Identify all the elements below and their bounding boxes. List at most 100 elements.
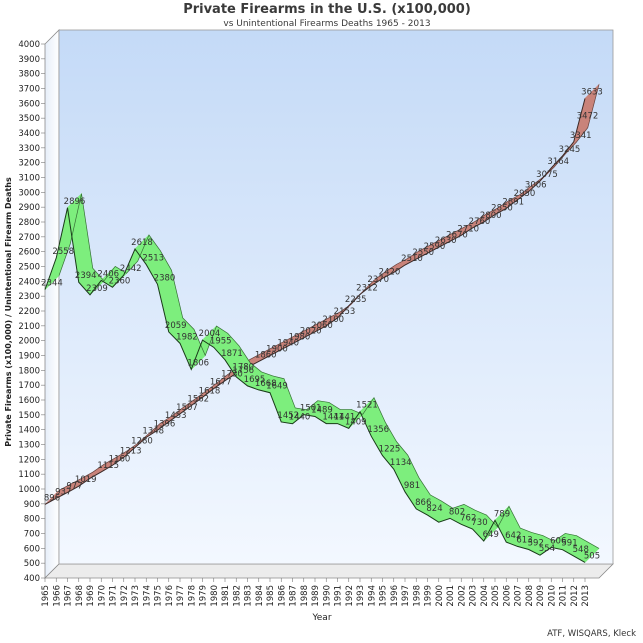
deaths-data-label: 2344 (41, 279, 63, 289)
firearms-data-label: 2235 (345, 295, 367, 305)
deaths-data-label: 591 (561, 539, 577, 549)
deaths-data-label: 730 (471, 518, 487, 528)
x-axis-label: Year (311, 613, 331, 623)
deaths-data-label: 1955 (210, 336, 232, 346)
deaths-data-label: 981 (404, 481, 420, 491)
x-tick-label: 1971 (109, 585, 119, 607)
firearms-data-label: 1618 (199, 386, 221, 396)
deaths-line-back (58, 193, 600, 549)
y-tick-label: 3600 (18, 99, 40, 109)
firearms-data-label: 1213 (120, 446, 142, 456)
firearms-data-label: 2510 (401, 254, 423, 264)
y-tick-label: 3000 (18, 188, 40, 198)
deaths-data-label: 2380 (154, 273, 176, 283)
x-tick-label: 1999 (424, 585, 434, 607)
firearms-data-label: 1019 (75, 475, 97, 485)
firearms-data-label: 1396 (154, 419, 176, 429)
y-tick-label: 1200 (18, 455, 40, 465)
firearms-data-label: 2891 (502, 198, 524, 208)
firearms-data-label: 1677 (210, 378, 232, 388)
y-tick-label: 3500 (18, 114, 40, 124)
firearms-data-label: 1280 (131, 436, 153, 446)
x-tick-label: 2003 (469, 585, 479, 607)
x-tick-label: 1966 (52, 585, 62, 607)
source-credit: ATF, WISQARS, Kleck (547, 629, 636, 639)
firearms-data-label: 1507 (176, 403, 198, 413)
firearms-data-label: 1453 (165, 411, 187, 421)
x-tick-label: 2007 (514, 585, 524, 607)
x-tick-label: 1994 (367, 585, 377, 607)
firearms-data-label: 3245 (559, 145, 581, 155)
firearms-data-label: 2370 (367, 275, 389, 285)
x-tick-label: 1969 (86, 585, 96, 607)
x-tick-label: 1978 (187, 585, 197, 607)
y-tick-label: 1400 (18, 426, 40, 436)
x-tick-label: 1973 (131, 585, 141, 607)
y-tick-label: 2900 (18, 203, 40, 213)
deaths-data-label: 1225 (379, 445, 401, 455)
x-tick-label: 1968 (75, 585, 85, 607)
deaths-data-label: 802 (449, 507, 465, 517)
deaths-data-label: 592 (528, 539, 544, 549)
y-tick-label: 1000 (18, 485, 40, 495)
deaths-data-label: 2360 (109, 276, 131, 286)
x-tick-label: 1997 (401, 585, 411, 607)
firearms-data-label: 1900 (266, 345, 288, 355)
x-tick-label: 1988 (300, 585, 310, 607)
y-tick-label: 3900 (18, 55, 40, 65)
x-tick-label: 1990 (322, 585, 332, 607)
firearms-data-label: 2850 (491, 204, 513, 214)
x-tick-label: 1984 (255, 585, 265, 607)
x-tick-label: 2010 (547, 585, 557, 607)
y-tick-label: 1300 (18, 441, 40, 451)
deaths-data-label: 2442 (120, 264, 142, 274)
deaths-data-label: 2406 (97, 269, 119, 279)
y-tick-label: 3800 (18, 70, 40, 80)
firearms-line-front (44, 98, 586, 505)
x-tick-label: 1989 (311, 585, 321, 607)
firearms-data-label: 1562 (187, 395, 209, 405)
deaths-data-label: 1649 (266, 382, 288, 392)
x-tick-label: 2005 (491, 585, 501, 607)
x-tick-label: 1979 (199, 585, 209, 607)
deaths-data-label: 2618 (131, 238, 153, 248)
y-axis-label: Private Firearms (x100,000) / Unintentio… (4, 177, 13, 447)
firearms-data-label: 2312 (356, 283, 378, 293)
y-tick-label: 400 (24, 574, 40, 584)
firearms-data-label: 2630 (435, 236, 457, 246)
x-tick-label: 2012 (570, 585, 580, 607)
x-tick-label: 2002 (457, 585, 467, 607)
x-tick-label: 2009 (536, 585, 546, 607)
x-tick-label: 2000 (435, 585, 445, 607)
x-tick-label: 1981 (221, 585, 231, 607)
firearms-data-label: 2760 (469, 217, 491, 227)
chart-subtitle: vs Unintentional Firearms Deaths 1965 - … (223, 19, 430, 29)
firearms-data-label: 977 (66, 481, 82, 491)
y-tick-label: 900 (24, 500, 40, 510)
firearms-data-label: 1348 (142, 426, 164, 436)
y-tick-label: 700 (24, 530, 40, 540)
firearms-data-label: 2420 (379, 267, 401, 277)
deaths-data-label: 1756 (232, 366, 254, 376)
firearms-data-label: 2670 (446, 230, 468, 240)
deaths-data-label: 649 (483, 530, 499, 540)
firearms-data-label: 1940 (277, 339, 299, 349)
firearms-data-label: 1730 (221, 370, 243, 380)
y-tick-label: 1800 (18, 366, 40, 376)
deaths-data-label: 1441 (334, 413, 356, 423)
data-labels-firearms: 8969379771019111511601213128013481396145… (44, 87, 603, 503)
deaths-data-label: 1521 (356, 401, 378, 411)
firearms-data-label: 1780 (232, 362, 254, 372)
x-tick-label: 1977 (176, 585, 186, 607)
firearms-data-label: 2710 (457, 224, 479, 234)
y-tick-label: 3700 (18, 85, 40, 95)
x-tick-label: 1985 (266, 585, 276, 607)
y-tick-label: 2000 (18, 337, 40, 347)
y-tick-label: 2400 (18, 277, 40, 287)
firearms-data-label: 2800 (480, 211, 502, 221)
firearms-data-label: 1160 (109, 454, 131, 464)
y-tick-label: 2800 (18, 218, 40, 228)
deaths-data-label: 1409 (345, 417, 367, 427)
firearms-line-back (58, 84, 600, 491)
